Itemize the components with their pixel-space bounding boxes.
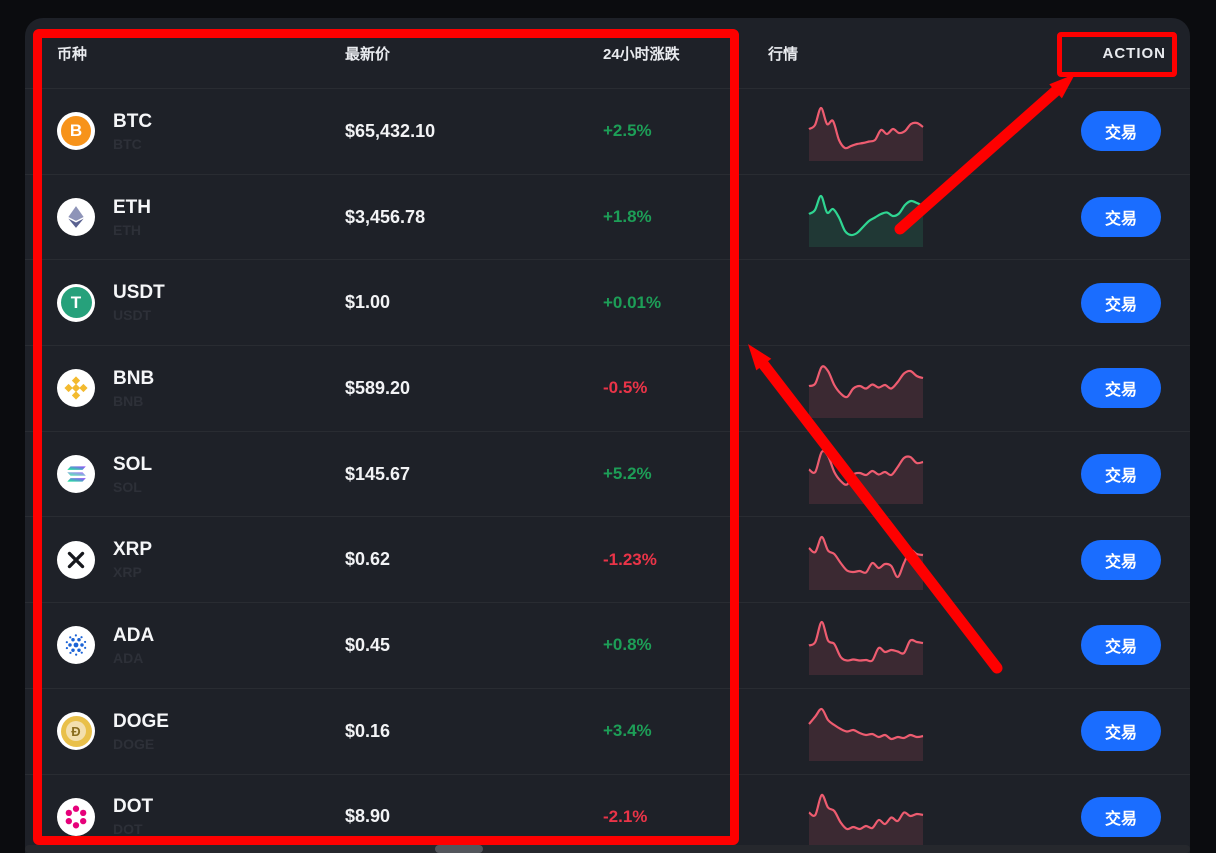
coin-change: +1.8% (603, 207, 652, 227)
coin-symbol: ADA (113, 624, 155, 646)
coin-symbol: DOGE (113, 710, 169, 732)
table-row-dot[interactable]: DOT DOT $8.90 -2.1% 交易 (25, 773, 1190, 853)
coin-subtitle: ETH (113, 221, 141, 238)
trade-button[interactable]: 交易 (1081, 539, 1161, 580)
table-header-row: 币种 最新价 24小时涨跌 行情 ACTION (25, 18, 1190, 88)
coin-subtitle: BTC (113, 135, 142, 152)
xrp-icon (57, 540, 95, 579)
coin-subtitle: BNB (113, 392, 144, 409)
coin-price: $65,432.10 (345, 120, 436, 141)
ada-icon (57, 626, 95, 665)
coin-subtitle: DOT (113, 821, 143, 838)
coin-change: +3.4% (603, 721, 652, 741)
sol-icon (57, 455, 95, 494)
header-action: ACTION (1102, 44, 1166, 62)
sparkline-chart (768, 187, 1050, 248)
coin-change: +0.01% (603, 292, 662, 312)
sparkline-chart (768, 701, 1050, 762)
trade-button[interactable]: 交易 (1081, 111, 1161, 152)
coin-price: $145.67 (345, 463, 411, 484)
table-row-doge[interactable]: Ð DOGE DOGE $0.16 +3.4% 交易 (25, 687, 1190, 774)
header-coin: 币种 (57, 45, 88, 63)
btc-icon: B (57, 112, 95, 151)
sparkline-chart (768, 530, 1050, 590)
sparkline-chart (768, 615, 1050, 676)
sparkline-chart (768, 101, 1050, 162)
annotation-rect-table (33, 29, 739, 845)
coin-symbol: SOL (113, 453, 153, 475)
sparkline-chart (768, 358, 1050, 419)
coin-price: $589.20 (345, 377, 411, 398)
coin-subtitle: DOGE (113, 735, 155, 752)
trade-button[interactable]: 交易 (1081, 368, 1161, 409)
coin-price: $3,456.78 (345, 206, 426, 227)
table-row-usdt[interactable]: T USDT USDT $1.00 +0.01% 交易 (25, 259, 1190, 345)
annotation-rect-action (1057, 32, 1177, 77)
header-price: 最新价 (345, 45, 391, 63)
trade-button[interactable]: 交易 (1081, 197, 1161, 238)
coin-subtitle: USDT (113, 307, 152, 324)
coin-symbol: USDT (113, 282, 165, 304)
coin-change: -1.23% (603, 549, 657, 569)
sparkline-chart (768, 444, 1050, 505)
bnb-icon (57, 369, 95, 408)
header-chart: 行情 (768, 45, 799, 63)
trade-button[interactable]: 交易 (1081, 625, 1161, 666)
trade-button[interactable]: 交易 (1081, 282, 1161, 323)
coin-price: $0.45 (345, 634, 391, 655)
coin-change: +5.2% (603, 464, 652, 484)
coin-symbol: XRP (113, 539, 153, 561)
usdt-icon: T (57, 283, 95, 322)
eth-icon (57, 198, 95, 237)
coin-symbol: ETH (113, 196, 151, 218)
coin-symbol: BNB (113, 367, 155, 389)
coin-subtitle: XRP (113, 564, 142, 581)
scrollbar-thumb[interactable] (435, 845, 483, 853)
header-change: 24小时涨跌 (603, 45, 680, 63)
coin-subtitle: SOL (113, 478, 142, 495)
coin-change: -0.5% (603, 378, 648, 398)
trade-button[interactable]: 交易 (1081, 796, 1161, 837)
trade-button[interactable]: 交易 (1081, 711, 1161, 752)
coin-change: +0.8% (603, 635, 652, 655)
sparkline-chart (768, 787, 1050, 847)
doge-icon: Ð (57, 712, 95, 751)
coin-symbol: DOT (113, 796, 154, 818)
coin-price: $1.00 (345, 292, 391, 313)
coin-subtitle: ADA (113, 649, 144, 666)
horizontal-scrollbar[interactable] (25, 845, 1190, 853)
coin-symbol: BTC (113, 110, 153, 132)
dot-icon (57, 797, 95, 836)
trade-button[interactable]: 交易 (1081, 454, 1161, 495)
coin-price: $0.16 (345, 720, 391, 741)
coin-price: $8.90 (345, 806, 391, 827)
coin-change: +2.5% (603, 121, 652, 141)
coin-price: $0.62 (345, 549, 391, 570)
coin-change: -2.1% (603, 806, 648, 826)
